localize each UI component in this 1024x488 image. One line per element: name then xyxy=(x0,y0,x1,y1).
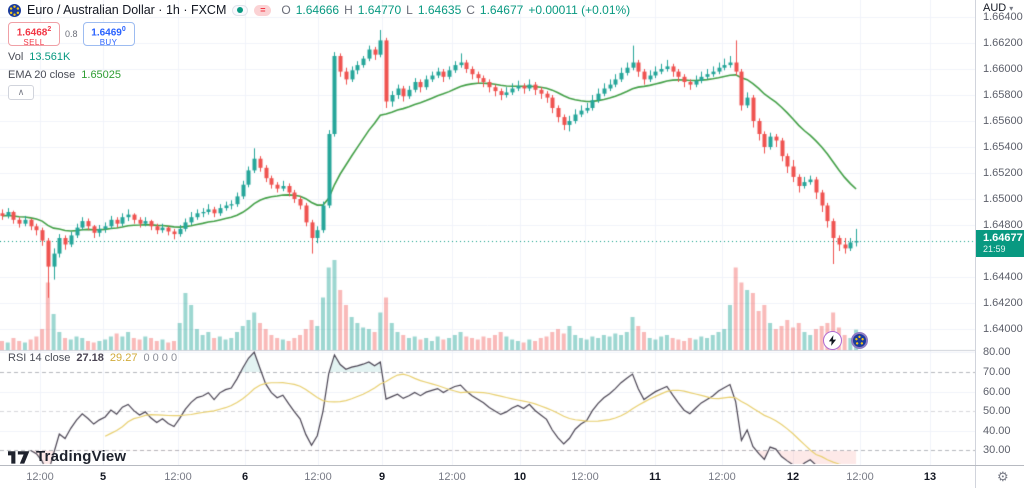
price-axis-label: 1.65600 xyxy=(983,115,1023,127)
low-value: 1.64635 xyxy=(417,3,462,17)
time-axis-label: 11 xyxy=(649,471,661,483)
volume-label: Vol xyxy=(8,50,24,63)
chevron-down-icon: ▾ xyxy=(1009,4,1014,13)
time-axis-label: 10 xyxy=(513,471,527,483)
instant-trade-button[interactable] xyxy=(823,331,842,350)
low-key: L xyxy=(406,3,413,17)
time-axis-label: 12:00 xyxy=(26,471,54,483)
rsi-axis-label: 70.00 xyxy=(983,366,1011,378)
high-value: 1.64770 xyxy=(357,3,402,17)
price-axis-label: 1.65200 xyxy=(983,167,1023,179)
symbol-logo-bubble-eu-flag-icon xyxy=(851,332,868,349)
buy-price: 1.6469 xyxy=(91,27,122,39)
status-dot-icon xyxy=(237,7,244,13)
axis-currency[interactable]: AUD ▾ xyxy=(983,2,1014,14)
time-axis-label: 12:00 xyxy=(164,471,192,483)
axis-settings-gear-icon[interactable]: ⚙ xyxy=(997,469,1009,484)
change-value: +0.00011 (+0.01%) xyxy=(528,3,631,17)
market-status-pill[interactable] xyxy=(232,4,249,16)
time-axis-label: 12:00 xyxy=(846,471,874,483)
watermark-text: TradingView xyxy=(36,448,127,465)
buy-label: BUY xyxy=(99,38,118,48)
bar-countdown: 21:59 xyxy=(983,244,1006,254)
rsi-axis-label: 60.00 xyxy=(983,385,1011,398)
time-axis-label: 12:00 xyxy=(438,471,466,483)
price-axis-label: 1.65000 xyxy=(983,193,1023,205)
time-axis-label: 5 xyxy=(99,471,107,483)
price-axis-label: 1.64400 xyxy=(983,271,1023,283)
sell-button[interactable]: 1.64682 SELL xyxy=(8,22,60,48)
time-axis-label: 6 xyxy=(241,471,249,483)
sell-price-sup: 2 xyxy=(47,26,52,33)
time-axis-label: 12 xyxy=(786,471,800,483)
open-value: 1.64666 xyxy=(295,3,340,17)
rsi-axis-label: 80.00 xyxy=(983,346,1011,359)
close-value: 1.64677 xyxy=(479,3,524,17)
ema-legend: EMA 20 close 1.65025 xyxy=(8,67,630,82)
time-axis-label: 12:00 xyxy=(304,471,332,483)
price-chart-canvas[interactable] xyxy=(0,0,975,465)
axis-separator xyxy=(975,466,976,488)
rsi-ma-value: 29.27 xyxy=(109,352,138,364)
close-key: C xyxy=(466,3,475,17)
symbol-title[interactable]: Euro / Australian Dollar · 1h · FXCM xyxy=(27,3,227,17)
rsi-axis-label: 30.00 xyxy=(983,444,1011,457)
price-axis-label: 1.66000 xyxy=(983,63,1023,75)
open-key: O xyxy=(281,3,291,17)
legend-collapse-button[interactable]: ∧ xyxy=(8,85,34,100)
rsi-axis-label: 50.00 xyxy=(983,405,1011,418)
rsi-label: RSI 14 close xyxy=(8,352,71,364)
ohlc-readout: O 1.64666 H 1.64770 L 1.64635 C 1.64677 +0.0… xyxy=(281,3,630,17)
time-axis[interactable]: 12:00 5 12:00 6 12:00 9 12:00 10 12:00 11 12:00 12 1… xyxy=(0,465,1024,488)
sell-price: 1.6468 xyxy=(16,27,48,39)
rsi-value: 27.18 xyxy=(76,352,104,364)
time-axis-label: 12:00 xyxy=(708,471,736,483)
volume-value: 13.561K xyxy=(29,50,71,63)
price-axis-label: 1.64000 xyxy=(983,323,1023,335)
buy-sell-widget: 1.64682 SELL 0.8 1.64690 BUY xyxy=(8,22,630,48)
price-axis-label: 1.65800 xyxy=(983,89,1023,101)
price-axis-label: 1.65400 xyxy=(983,141,1023,153)
price-axis-label: 1.64800 xyxy=(983,219,1023,231)
sparkline-toggle-pill[interactable]: = xyxy=(254,4,272,16)
rsi-divergence-values: 0 0 0 0 xyxy=(143,352,178,364)
lightning-bolt-icon xyxy=(828,335,837,346)
price-axis-label: 1.66200 xyxy=(983,37,1023,49)
ema-value: 1.65025 xyxy=(81,68,122,81)
sell-label: SELL xyxy=(23,38,45,48)
spread-value: 0.8 xyxy=(65,29,78,39)
time-axis-label: 13 xyxy=(923,471,937,483)
tradingview-logo-icon xyxy=(8,450,30,464)
buy-button[interactable]: 1.64690 BUY xyxy=(82,22,135,48)
last-price-value: 1.64677 xyxy=(983,232,1023,244)
price-axis-label: 1.66400 xyxy=(983,11,1023,23)
price-axis[interactable]: AUD ▾ 1.66400 1.66200 1.66000 1.65800 1.6560… xyxy=(975,0,1024,465)
ema-label: EMA 20 close xyxy=(8,68,76,81)
symbol-logo-eu-flag-icon xyxy=(8,3,21,17)
rsi-legend: RSI 14 close 27.18 29.27 0 0 0 0 xyxy=(8,352,177,364)
volume-legend: Vol 13.561K xyxy=(8,49,630,64)
buy-price-sup: 0 xyxy=(121,26,126,33)
last-price-badge: 1.64677 21:59 xyxy=(976,230,1024,257)
time-axis-label: 9 xyxy=(378,471,386,483)
price-axis-label: 1.64200 xyxy=(983,297,1023,309)
tradingview-watermark[interactable]: TradingView xyxy=(8,448,126,465)
high-key: H xyxy=(344,3,353,17)
time-axis-label: 12:00 xyxy=(571,471,599,483)
chart-legend: Euro / Australian Dollar · 1h · FXCM = O… xyxy=(8,2,630,100)
rsi-axis-label: 40.00 xyxy=(983,424,1011,437)
